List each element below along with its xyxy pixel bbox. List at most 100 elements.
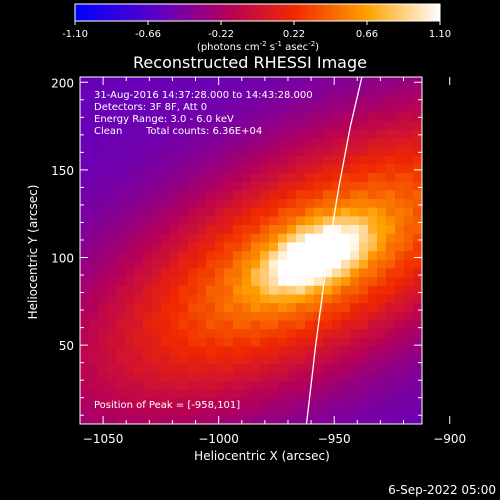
heatmap-cell xyxy=(377,345,387,356)
heatmap-cell xyxy=(215,94,225,104)
heatmap-cell xyxy=(386,85,396,95)
heatmap-cell xyxy=(125,233,135,243)
heatmap-cell xyxy=(377,241,387,252)
heatmap-cell xyxy=(197,155,207,165)
heatmap-cell xyxy=(323,259,333,269)
heatmap-cell xyxy=(179,285,189,295)
heatmap-cell xyxy=(251,120,261,130)
heatmap-cell xyxy=(233,198,243,208)
heatmap-cell xyxy=(413,267,422,278)
heatmap-cell xyxy=(116,224,126,234)
heatmap-cell xyxy=(125,259,135,269)
heatmap-cell xyxy=(260,250,270,260)
heatmap-cell xyxy=(314,389,324,399)
heatmap-cell xyxy=(242,233,252,243)
heatmap-cell xyxy=(89,285,99,295)
heatmap-cell xyxy=(296,397,306,408)
heatmap-cell xyxy=(332,397,342,408)
heatmap-cell xyxy=(188,241,198,252)
heatmap-cell xyxy=(206,85,216,95)
heatmap-cell xyxy=(296,267,306,278)
heatmap-cell xyxy=(197,172,207,182)
heatmap-cell xyxy=(206,259,216,269)
heatmap-cell xyxy=(377,363,387,373)
heatmap-cell xyxy=(89,155,99,165)
heatmap-cell xyxy=(278,198,288,208)
heatmap-cell xyxy=(323,415,333,424)
heatmap-cell xyxy=(368,146,378,156)
heatmap-cell xyxy=(251,233,261,243)
heatmap-cell xyxy=(116,267,126,278)
heatmap-cell xyxy=(170,371,180,382)
heatmap-cell xyxy=(386,319,396,330)
heatmap-cell xyxy=(395,233,405,243)
heatmap-cell xyxy=(377,250,387,260)
heatmap-cell xyxy=(296,389,306,399)
heatmap-cell xyxy=(386,172,396,182)
heatmap-cell xyxy=(242,181,252,191)
heatmap-cell xyxy=(188,233,198,243)
heatmap-cell xyxy=(233,207,243,217)
heatmap-cell xyxy=(98,302,108,312)
heatmap-cell xyxy=(134,198,144,208)
heatmap-cell xyxy=(206,302,216,312)
heatmap-cell xyxy=(179,155,189,165)
heatmap-cell xyxy=(404,181,414,191)
heatmap-cell xyxy=(269,328,279,338)
heatmap-cell xyxy=(116,198,126,208)
heatmap-cell xyxy=(179,267,189,278)
heatmap-cell xyxy=(170,189,180,200)
heatmap-cell xyxy=(89,224,99,234)
heatmap-cell xyxy=(395,111,405,121)
heatmap-cell xyxy=(350,207,360,217)
heatmap-cell xyxy=(161,85,171,95)
heatmap-cell xyxy=(116,328,126,338)
heatmap-cell xyxy=(116,172,126,182)
heatmap-cell xyxy=(107,250,117,260)
heatmap-cell xyxy=(260,259,270,269)
heatmap-cell xyxy=(224,406,234,416)
heatmap-cell xyxy=(152,337,162,347)
heatmap-cell xyxy=(269,337,279,347)
heatmap-cell xyxy=(152,111,162,121)
heatmap-cell xyxy=(233,302,243,312)
heatmap-cell xyxy=(278,146,288,156)
heatmap-cell xyxy=(350,259,360,269)
heatmap-cell xyxy=(152,155,162,165)
heatmap-cell xyxy=(404,328,414,338)
heatmap-cell xyxy=(278,215,288,226)
heatmap-cell xyxy=(251,337,261,347)
heatmap-cell xyxy=(269,163,279,174)
heatmap-cell xyxy=(341,415,351,424)
heatmap-cell xyxy=(350,250,360,260)
heatmap-cell xyxy=(152,146,162,156)
heatmap-cell xyxy=(413,337,422,347)
heatmap-cell xyxy=(368,155,378,165)
heatmap-cell xyxy=(287,163,297,174)
heatmap-cell xyxy=(314,129,324,139)
heatmap-cell xyxy=(341,181,351,191)
heatmap-cell xyxy=(125,146,135,156)
heatmap-cell xyxy=(323,137,333,147)
heatmap-cell xyxy=(197,146,207,156)
y-tick-label: 50 xyxy=(59,339,74,353)
heatmap-cell xyxy=(179,172,189,182)
heatmap-cell xyxy=(170,94,180,104)
heatmap-cell xyxy=(404,120,414,130)
heatmap-cell xyxy=(413,345,422,356)
heatmap-cell xyxy=(152,397,162,408)
heatmap-cell xyxy=(341,155,351,165)
heatmap-cell xyxy=(305,267,315,278)
heatmap-cell xyxy=(296,77,306,87)
heatmap-cell xyxy=(269,224,279,234)
heatmap-cell xyxy=(197,241,207,252)
heatmap-cell xyxy=(224,224,234,234)
heatmap-cell xyxy=(188,250,198,260)
heatmap-cell xyxy=(386,137,396,147)
heatmap-cell xyxy=(224,198,234,208)
heatmap-cell xyxy=(179,129,189,139)
heatmap-cell xyxy=(377,311,387,321)
heatmap-cell xyxy=(287,172,297,182)
heatmap-cell xyxy=(332,155,342,165)
heatmap-cell xyxy=(260,319,270,330)
